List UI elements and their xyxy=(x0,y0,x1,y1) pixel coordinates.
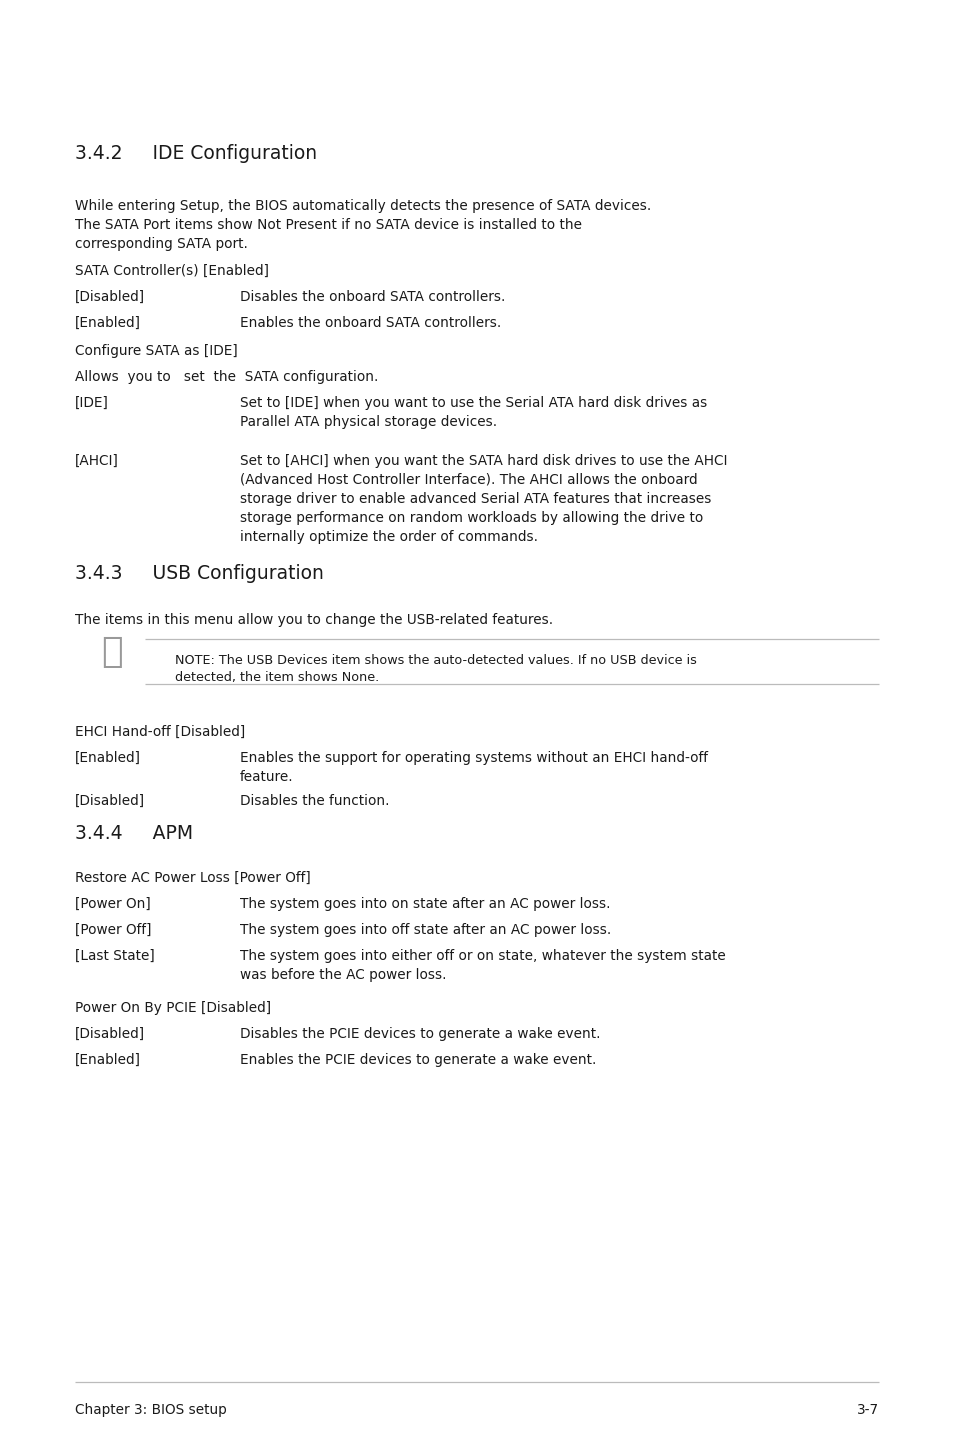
Text: Enables the support for operating systems without an EHCI hand-off
feature.: Enables the support for operating system… xyxy=(240,751,707,784)
Text: [Disabled]: [Disabled] xyxy=(75,1027,145,1040)
Text: [Enabled]: [Enabled] xyxy=(75,1053,141,1066)
Text: Chapter 3: BIOS setup: Chapter 3: BIOS setup xyxy=(75,1403,227,1417)
Text: [Enabled]: [Enabled] xyxy=(75,317,141,330)
Text: Disables the onboard SATA controllers.: Disables the onboard SATA controllers. xyxy=(240,291,505,304)
Text: 🖊: 🖊 xyxy=(101,635,123,669)
Text: 3.4.4     APM: 3.4.4 APM xyxy=(75,825,193,843)
Text: The system goes into off state after an AC power loss.: The system goes into off state after an … xyxy=(240,922,611,937)
Text: Set to [AHCI] when you want the SATA hard disk drives to use the AHCI
(Advanced : Set to [AHCI] when you want the SATA har… xyxy=(240,453,727,544)
Text: The items in this menu allow you to change the USB-related features.: The items in this menu allow you to chan… xyxy=(75,613,553,627)
Text: Disables the PCIE devices to generate a wake event.: Disables the PCIE devices to generate a … xyxy=(240,1027,599,1040)
Text: [Last State]: [Last State] xyxy=(75,948,154,963)
Text: 3.4.3     USB Configuration: 3.4.3 USB Configuration xyxy=(75,564,323,583)
Text: Allows  you to   set  the  SATA configuration.: Allows you to set the SATA configuration… xyxy=(75,370,378,384)
Text: 3-7: 3-7 xyxy=(856,1403,878,1417)
Text: [AHCI]: [AHCI] xyxy=(75,453,119,468)
Text: Restore AC Power Loss [Power Off]: Restore AC Power Loss [Power Off] xyxy=(75,871,311,885)
Text: Configure SATA as [IDE]: Configure SATA as [IDE] xyxy=(75,344,237,358)
Text: [Power Off]: [Power Off] xyxy=(75,922,152,937)
Text: Power On By PCIE [Disabled]: Power On By PCIE [Disabled] xyxy=(75,1002,271,1014)
Text: 3.4.2     IDE Configuration: 3.4.2 IDE Configuration xyxy=(75,144,316,163)
Text: [Disabled]: [Disabled] xyxy=(75,291,145,304)
Text: [IDE]: [IDE] xyxy=(75,396,109,410)
Text: Enables the onboard SATA controllers.: Enables the onboard SATA controllers. xyxy=(240,317,500,330)
Text: Enables the PCIE devices to generate a wake event.: Enables the PCIE devices to generate a w… xyxy=(240,1053,596,1066)
Text: While entering Setup, the BIOS automatically detects the presence of SATA device: While entering Setup, the BIOS automatic… xyxy=(75,199,651,250)
Text: Disables the function.: Disables the function. xyxy=(240,794,389,809)
Text: [Enabled]: [Enabled] xyxy=(75,751,141,766)
Text: Set to [IDE] when you want to use the Serial ATA hard disk drives as
Parallel AT: Set to [IDE] when you want to use the Se… xyxy=(240,396,706,429)
Text: The system goes into on state after an AC power loss.: The system goes into on state after an A… xyxy=(240,896,610,911)
Text: The system goes into either off or on state, whatever the system state
was befor: The system goes into either off or on st… xyxy=(240,948,725,981)
Text: EHCI Hand-off [Disabled]: EHCI Hand-off [Disabled] xyxy=(75,725,245,740)
Text: NOTE: The USB Devices item shows the auto-detected values. If no USB device is
d: NOTE: The USB Devices item shows the aut… xyxy=(174,653,696,685)
Text: SATA Controller(s) [Enabled]: SATA Controller(s) [Enabled] xyxy=(75,263,269,278)
Text: [Disabled]: [Disabled] xyxy=(75,794,145,809)
Text: [Power On]: [Power On] xyxy=(75,896,151,911)
